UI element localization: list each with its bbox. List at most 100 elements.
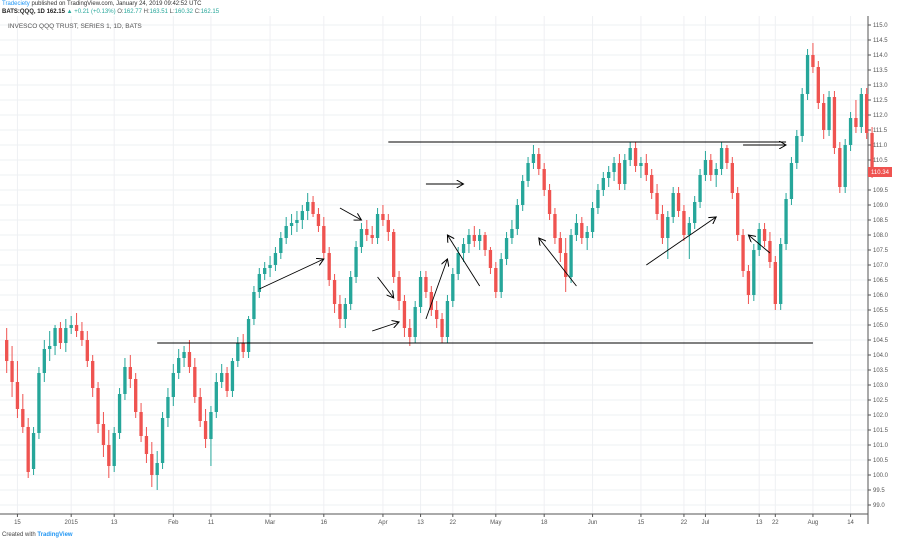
- candle: [375, 208, 380, 244]
- candle-body: [15, 382, 20, 409]
- candle: [21, 394, 25, 433]
- x-tick-label: 2015: [65, 520, 79, 526]
- candle-body: [800, 94, 804, 136]
- candle: [31, 427, 36, 475]
- candle-body: [607, 172, 611, 178]
- candle-body: [343, 304, 347, 319]
- candle: [370, 226, 374, 244]
- candle-body: [709, 160, 713, 175]
- candle-body: [203, 421, 208, 439]
- candle: [580, 217, 584, 244]
- candle-body: [150, 454, 154, 475]
- candle: [590, 202, 595, 238]
- price-tag: [868, 167, 892, 177]
- candle: [386, 214, 390, 241]
- candle: [80, 322, 84, 346]
- candle: [789, 157, 794, 205]
- candle-body: [461, 244, 466, 253]
- x-tick-label: 13: [756, 520, 763, 526]
- candle-body: [633, 148, 638, 166]
- y-tick-label: 108.5: [873, 218, 889, 224]
- candle: [246, 316, 251, 358]
- candle: [241, 334, 245, 358]
- candle: [623, 154, 627, 190]
- ohlc-readout: O:162.77 H:163.51 L:160.32 C:162.15: [117, 9, 220, 15]
- candle-body: [719, 148, 724, 169]
- candle: [698, 169, 702, 208]
- candle-body: [101, 424, 106, 445]
- y-tick-label: 111.5: [873, 128, 888, 134]
- candle: [220, 364, 224, 388]
- y-tick-label: 100.5: [873, 458, 889, 464]
- candle-body: [252, 292, 256, 319]
- candle-body: [128, 367, 132, 379]
- candle: [811, 43, 815, 73]
- candle-body: [526, 163, 530, 181]
- candle: [392, 229, 396, 283]
- candle-body: [488, 250, 493, 268]
- candle: [521, 175, 525, 211]
- x-tick-label: 22: [449, 520, 456, 526]
- candle-body: [429, 292, 433, 310]
- candle: [676, 187, 681, 217]
- candle: [107, 430, 111, 478]
- candle-body: [859, 94, 863, 127]
- candle-body: [644, 163, 648, 175]
- candle-body: [547, 190, 552, 214]
- y-tick-label: 113.0: [873, 83, 888, 89]
- candle-body: [359, 229, 364, 247]
- y-tick-label: 114.5: [873, 38, 888, 44]
- candle-body: [273, 253, 278, 265]
- tradingview-logo[interactable]: TradingView: [37, 532, 73, 538]
- candle: [306, 193, 310, 220]
- candle: [48, 331, 52, 361]
- candle: [531, 145, 536, 169]
- candle-body: [107, 445, 111, 466]
- candle: [601, 172, 605, 196]
- candle: [666, 211, 670, 259]
- candle-body: [91, 361, 95, 388]
- candlestick-chart[interactable]: INVESCO QQQ TRUST, SERIES 1, 1D, BATS 99…: [0, 16, 897, 526]
- candle-body: [870, 133, 874, 172]
- candle-body: [472, 235, 476, 241]
- x-tick-label: Jun: [588, 520, 598, 526]
- candle: [741, 229, 745, 277]
- candle-body: [96, 388, 100, 424]
- y-tick-label: 106.5: [873, 278, 889, 284]
- candle: [230, 358, 235, 397]
- candle-body: [85, 340, 89, 361]
- author-link[interactable]: Tradeciety: [2, 1, 30, 7]
- candles: [5, 43, 874, 490]
- candle-body: [698, 175, 702, 202]
- candle: [499, 253, 503, 298]
- candle-body: [736, 193, 740, 235]
- candle: [719, 142, 724, 175]
- chart-title: INVESCO QQQ TRUST, SERIES 1, 1D, BATS: [8, 23, 142, 30]
- candle: [650, 169, 654, 199]
- y-tick-label: 109.5: [873, 188, 889, 194]
- candle-body: [279, 238, 283, 253]
- candle: [607, 166, 611, 187]
- candle-body: [687, 223, 691, 235]
- candle-body: [854, 118, 858, 127]
- candle-body: [413, 307, 417, 337]
- candle-body: [306, 202, 310, 211]
- price-axis[interactable]: 99.0 99.5 100.0 100.5 101.0 101.5 102.0 102.5 10…: [868, 23, 892, 509]
- candle-body: [499, 259, 503, 292]
- y-tick-label: 99.0: [873, 503, 885, 509]
- candle: [101, 412, 106, 457]
- candle-body: [848, 118, 853, 145]
- candle-body: [209, 412, 213, 439]
- time-axis[interactable]: 15 2015 13 Feb 11 Mar 16 Apr 13 22 May 18 Jun 15 22 Jul…: [14, 514, 855, 526]
- y-tick-label: 102.5: [873, 398, 889, 404]
- y-tick-label: 107.5: [873, 248, 889, 254]
- y-tick-label: 106.0: [873, 293, 889, 299]
- candle-body: [537, 154, 541, 169]
- candle: [612, 157, 616, 181]
- candle: [784, 193, 788, 250]
- candle-body: [585, 232, 589, 238]
- candle: [472, 226, 476, 247]
- candle-body: [435, 310, 439, 319]
- candle: [709, 154, 713, 181]
- candle-body: [311, 202, 315, 214]
